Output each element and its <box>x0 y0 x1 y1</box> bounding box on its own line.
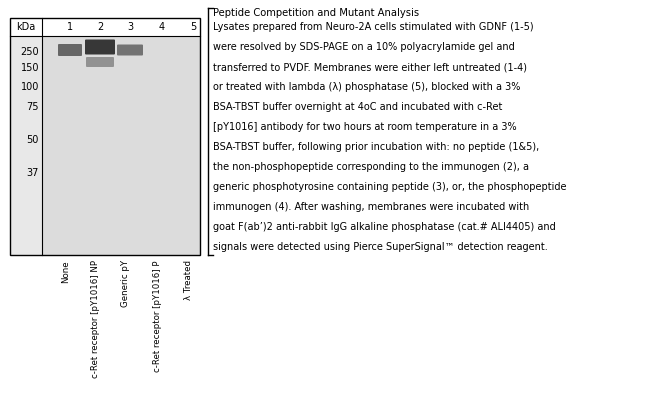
Text: generic phosphotyrosine containing peptide (3), or, the phosphopeptide: generic phosphotyrosine containing pepti… <box>213 182 567 192</box>
Text: were resolved by SDS-PAGE on a 10% polyacrylamide gel and: were resolved by SDS-PAGE on a 10% polya… <box>213 42 515 52</box>
Bar <box>10 36 42 255</box>
Text: 4: 4 <box>159 22 165 32</box>
Text: 5: 5 <box>190 22 196 32</box>
Bar <box>42 36 200 255</box>
Bar <box>10 18 200 36</box>
Text: 150: 150 <box>21 63 39 73</box>
Text: the non-phosphopeptide corresponding to the immunogen (2), a: the non-phosphopeptide corresponding to … <box>213 162 529 172</box>
Text: c-Ret receptor [pY1016] P: c-Ret receptor [pY1016] P <box>153 260 162 371</box>
Text: 2: 2 <box>97 22 103 32</box>
Text: BSA-TBST buffer overnight at 4oC and incubated with c-Ret: BSA-TBST buffer overnight at 4oC and inc… <box>213 102 502 112</box>
Text: c-Ret receptor [pY1016] NP: c-Ret receptor [pY1016] NP <box>91 260 100 378</box>
Text: BSA-TBST buffer, following prior incubation with: no peptide (1&5),: BSA-TBST buffer, following prior incubat… <box>213 142 540 152</box>
Text: signals were detected using Pierce SuperSignal™ detection reagent.: signals were detected using Pierce Super… <box>213 242 548 252</box>
Text: 1: 1 <box>67 22 73 32</box>
Text: transferred to PVDF. Membranes were either left untreated (1-4): transferred to PVDF. Membranes were eith… <box>213 62 527 72</box>
FancyBboxPatch shape <box>86 57 114 67</box>
FancyBboxPatch shape <box>85 40 115 55</box>
Text: None: None <box>61 260 70 283</box>
Text: 100: 100 <box>21 82 39 92</box>
Text: Generic pY: Generic pY <box>121 260 130 307</box>
Bar <box>10 18 200 255</box>
Text: kDa: kDa <box>16 22 36 32</box>
Text: λ Treated: λ Treated <box>184 260 193 300</box>
Text: or treated with lambda (λ) phosphatase (5), blocked with a 3%: or treated with lambda (λ) phosphatase (… <box>213 82 521 92</box>
Text: 75: 75 <box>27 102 39 112</box>
Text: Lysates prepared from Neuro-2A cells stimulated with GDNF (1-5): Lysates prepared from Neuro-2A cells sti… <box>213 22 534 32</box>
FancyBboxPatch shape <box>117 45 143 55</box>
Text: 50: 50 <box>27 135 39 145</box>
Text: 250: 250 <box>20 47 39 57</box>
Text: immunogen (4). After washing, membranes were incubated with: immunogen (4). After washing, membranes … <box>213 202 529 212</box>
Text: 3: 3 <box>127 22 133 32</box>
Text: [pY1016] antibody for two hours at room temperature in a 3%: [pY1016] antibody for two hours at room … <box>213 122 517 132</box>
Text: goat F(ab’)2 anti-rabbit IgG alkaline phosphatase (cat.# ALI4405) and: goat F(ab’)2 anti-rabbit IgG alkaline ph… <box>213 222 556 232</box>
Text: 37: 37 <box>27 168 39 178</box>
FancyBboxPatch shape <box>58 44 82 56</box>
Text: Peptide Competition and Mutant Analysis: Peptide Competition and Mutant Analysis <box>213 8 419 18</box>
